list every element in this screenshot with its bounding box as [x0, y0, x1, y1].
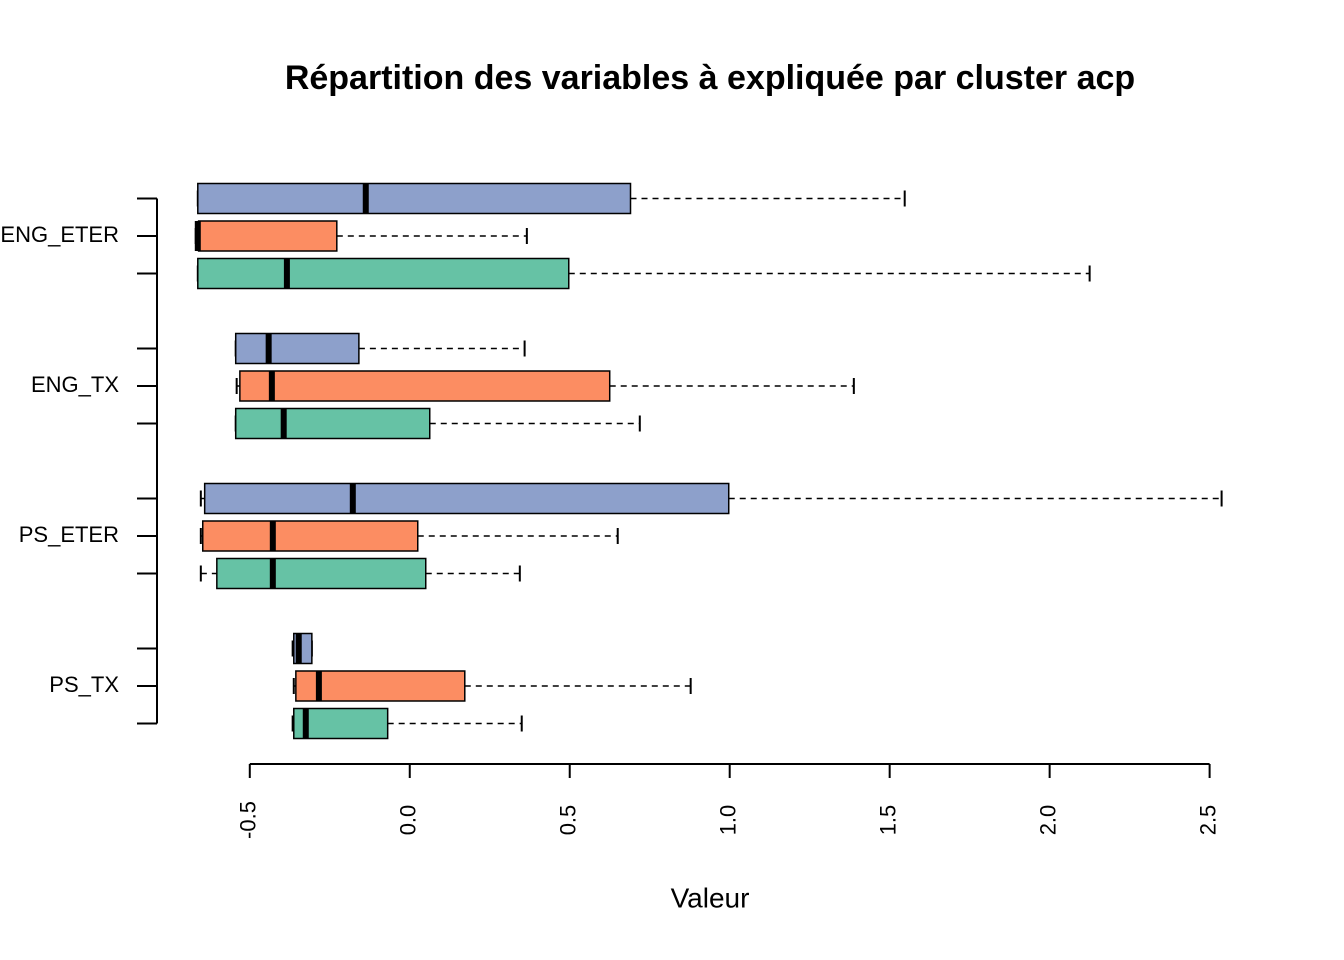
x-tick-label: 1.0: [716, 805, 741, 836]
box: [239, 370, 611, 402]
x-tick-label: 2.5: [1195, 805, 1220, 836]
x-tick-label: 2.0: [1035, 805, 1060, 836]
box: [197, 220, 338, 252]
box: [203, 482, 730, 515]
box: [202, 520, 419, 552]
y-tick-label: ENG_ETER: [0, 222, 119, 247]
x-tick-label: -0.5: [236, 801, 261, 839]
x-axis-label: Valeur: [671, 882, 750, 913]
y-tick-label: PS_ETER: [19, 522, 119, 547]
box: [234, 407, 431, 440]
y-tick-label: ENG_TX: [31, 372, 119, 397]
box: [295, 670, 466, 702]
box: [216, 557, 427, 590]
y-tick-label: PS_TX: [49, 672, 119, 697]
chart-title: Répartition des variables à expliquée pa…: [285, 59, 1135, 97]
x-tick-label: 0.5: [556, 805, 581, 836]
box: [293, 707, 389, 740]
x-tick-label: 1.5: [875, 805, 900, 836]
box: [234, 332, 360, 365]
x-tick-label: 0.0: [396, 805, 421, 836]
box: [197, 257, 570, 290]
box: [197, 182, 632, 215]
